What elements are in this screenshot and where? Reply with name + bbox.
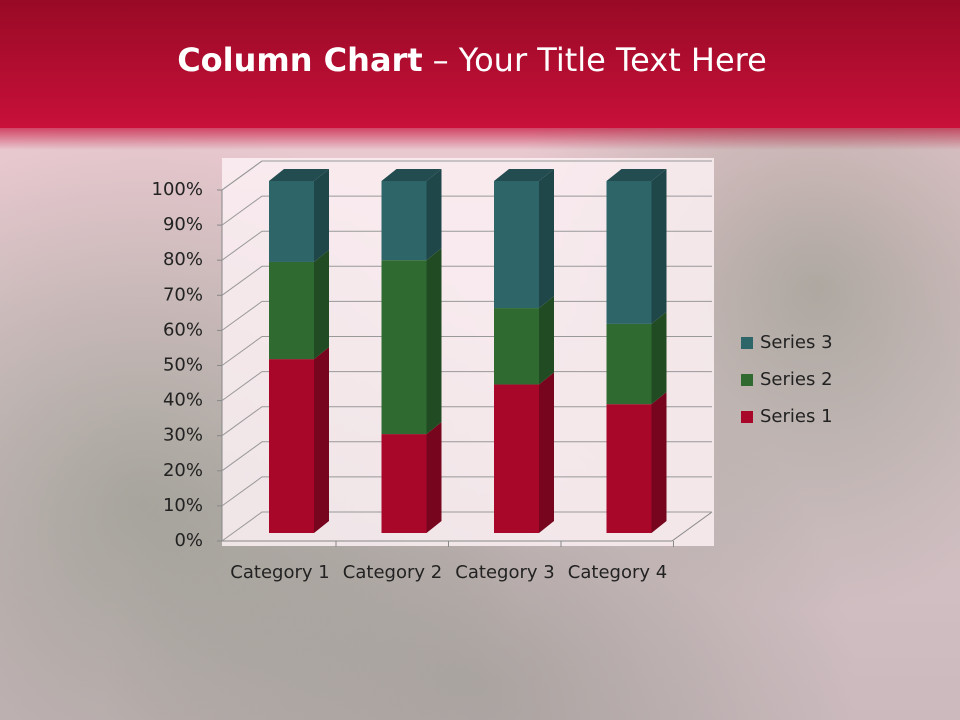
legend-label: Series 1 [760,406,833,427]
bar-side [539,296,554,385]
legend-swatch [741,337,753,349]
bar-side [651,311,667,405]
grid-line [221,195,712,226]
legend-label: Series 3 [760,332,833,353]
bar-side [651,169,667,324]
bar-side [651,392,667,533]
grid-line [221,406,712,437]
bar-top [606,169,667,181]
bar [269,359,314,533]
bar [381,434,427,533]
title-rest: – Your Title Text Here [433,41,767,79]
x-tick-label: Category 2 [342,562,443,583]
bar [606,181,652,324]
bar [606,404,652,533]
title-bold: Column Chart [177,41,422,79]
legend-swatch [741,411,753,423]
bar [381,181,427,261]
bar-side [539,372,554,533]
floor-edge [222,511,713,542]
grid-line [221,160,712,191]
legend-swatch [741,374,753,386]
x-tick-label: Category 3 [455,562,555,583]
bar-side [314,169,329,262]
bar [269,261,314,360]
grid-line [221,476,712,507]
y-tick-label: 10% [163,495,203,516]
grid-line [221,371,712,402]
grid-line [221,511,712,542]
bar [269,181,314,262]
grid-line [221,441,712,472]
bar-side [314,249,329,360]
grid-line [221,336,712,366]
y-tick-label: 50% [163,355,203,376]
grid-line [221,300,712,331]
y-tick-label: 100% [152,179,203,200]
grid-line [221,230,712,261]
y-tick-label: 30% [163,425,203,446]
y-tick-label: 90% [163,214,203,235]
x-tick-label: Category 1 [230,562,330,583]
y-tick-label: 0% [174,530,203,551]
y-tick-label: 70% [163,284,203,305]
bar [606,323,652,405]
bar-side [426,248,442,435]
y-tick-label: 80% [163,249,203,270]
bar [494,308,539,385]
y-tick-label: 40% [163,390,203,411]
bar [381,260,427,435]
y-tick-label: 20% [163,460,203,481]
bar [494,181,539,309]
grid-line [221,265,712,296]
bar-side [539,169,554,309]
legend-label: Series 2 [760,369,833,390]
bar-side [314,347,329,533]
bar-side [426,422,442,533]
bar-top [269,169,329,181]
bar [494,384,539,533]
bar-top [494,169,554,181]
x-tick-label: Category 4 [567,562,668,583]
bar-side [426,169,442,261]
bar-top [381,169,442,181]
chart-title: Column Chart – Your Title Text Here [177,41,767,79]
y-tick-label: 60% [163,319,203,340]
header [0,0,960,128]
